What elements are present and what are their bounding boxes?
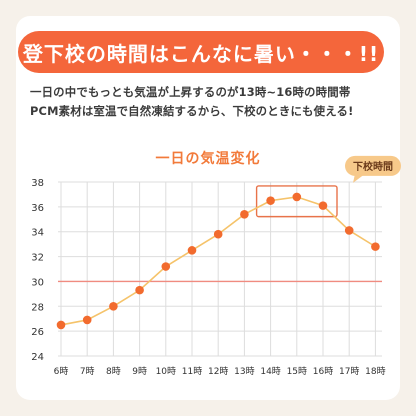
x-tick-label: 18時 bbox=[365, 366, 385, 377]
data-point bbox=[292, 192, 302, 202]
y-tick-label: 36 bbox=[31, 203, 44, 214]
data-point bbox=[266, 196, 275, 205]
y-tick-label: 30 bbox=[31, 277, 44, 288]
data-point bbox=[109, 301, 118, 311]
x-tick-label: 16時 bbox=[313, 366, 333, 377]
data-point bbox=[161, 262, 171, 271]
x-tick-label: 13時 bbox=[234, 366, 254, 377]
data-point bbox=[135, 285, 144, 295]
callout-label: 下校時間 bbox=[353, 160, 393, 173]
data-point bbox=[82, 315, 92, 325]
data-point bbox=[344, 226, 354, 235]
x-tick-label: 10時 bbox=[156, 366, 176, 377]
chart-title: 一日の気温変化 bbox=[155, 151, 261, 167]
y-tick-layer: 24 26 28 30 32 34 36 38 bbox=[31, 178, 44, 363]
x-tick-label: 12時 bbox=[208, 366, 228, 377]
data-point bbox=[318, 201, 328, 210]
page-title: 登下校の時間はこんなに暑い・・・!! bbox=[18, 31, 384, 73]
data-point bbox=[187, 246, 197, 255]
description-line-2: PCM素材は室温で自然凍結するから、下校のときにも使える! bbox=[30, 104, 354, 118]
callout-tail bbox=[353, 173, 365, 183]
y-tick-label: 26 bbox=[31, 327, 44, 338]
x-tick-layer: 6時 7時 8時 9時 10時 11時 12時 13時 14時 15時 16時 17時 18時 bbox=[54, 366, 386, 377]
x-tick-label: 6時 bbox=[54, 366, 69, 377]
callout-bubble bbox=[345, 155, 401, 176]
data-point bbox=[371, 242, 380, 251]
x-tick-label: 17時 bbox=[339, 366, 359, 377]
x-tick-label: 7時 bbox=[80, 366, 95, 377]
y-tick-label: 28 bbox=[31, 302, 44, 313]
highlight-box bbox=[255, 185, 338, 218]
callout-layer: 下校時間 bbox=[345, 155, 401, 183]
description-line-1: 一日の中でもっとも気温が上昇するのが13時~16時の時間帯 bbox=[30, 85, 351, 99]
x-tick-label: 8時 bbox=[106, 366, 121, 377]
y-tick-label: 38 bbox=[31, 178, 44, 189]
point-layer bbox=[56, 192, 380, 330]
description: 一日の中でもっとも気温が上昇するのが13時~16時の時間帯 PCM素材は室温で自… bbox=[30, 83, 400, 121]
x-tick-label: 14時 bbox=[260, 366, 280, 377]
data-point bbox=[56, 320, 66, 330]
x-tick-label: 15時 bbox=[287, 366, 307, 377]
card-background bbox=[16, 16, 400, 400]
x-tick-label: 9時 bbox=[132, 366, 147, 377]
data-point bbox=[213, 229, 223, 239]
highlight-layer bbox=[255, 185, 338, 218]
page-title-text: 登下校の時間はこんなに暑い・・・!! bbox=[22, 41, 380, 66]
y-tick-label: 24 bbox=[31, 352, 44, 363]
grid-layer bbox=[58, 181, 382, 357]
x-tick-label: 11時 bbox=[182, 366, 202, 377]
y-tick-label: 32 bbox=[31, 253, 44, 264]
data-point bbox=[240, 210, 249, 219]
y-tick-label: 34 bbox=[31, 228, 44, 239]
